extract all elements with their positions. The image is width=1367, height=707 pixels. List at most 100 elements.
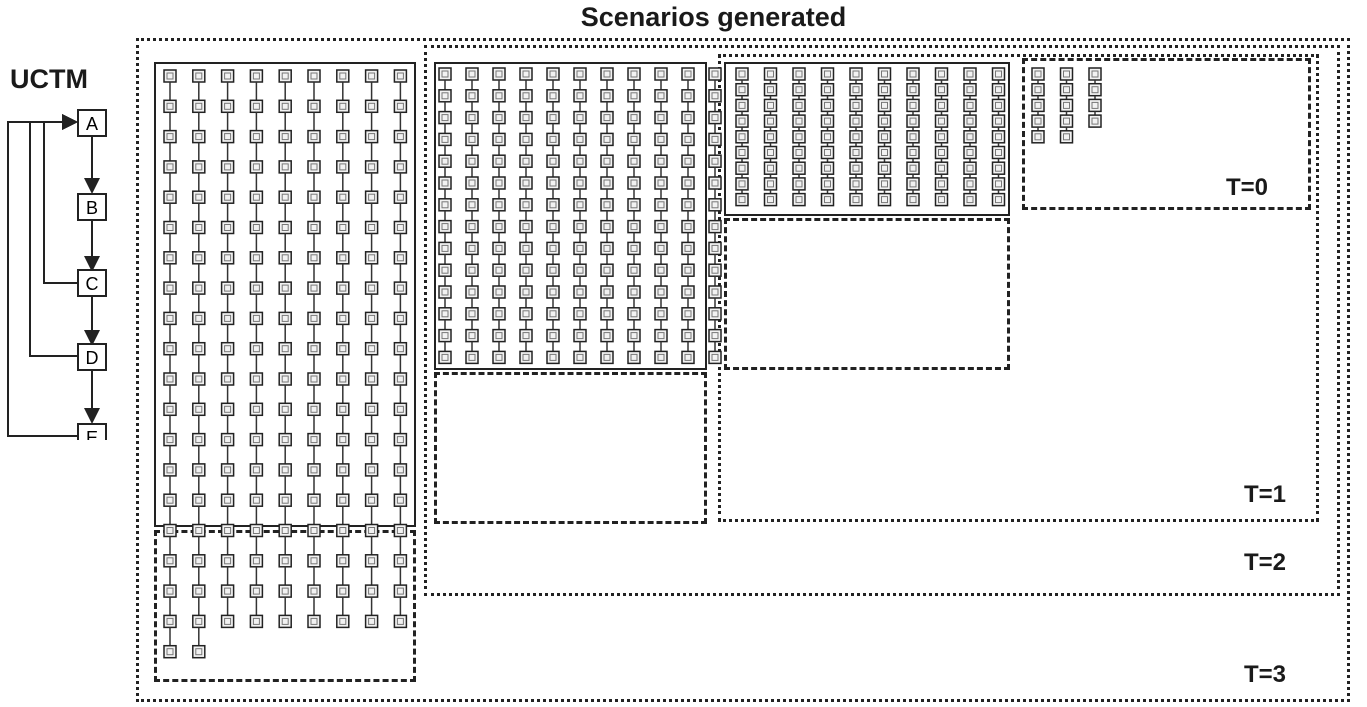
scenario-node-mark — [852, 164, 860, 172]
scenario-node-mark — [195, 375, 203, 383]
scenario-node-mark — [966, 149, 974, 156]
scenario-node — [681, 241, 695, 256]
scenario-node-mark — [938, 196, 945, 204]
scenario-column-T1-7 — [934, 67, 949, 207]
scenario-node-mark — [195, 466, 203, 474]
scenario-node-mark — [522, 92, 530, 100]
scenario-column-T0-1 — [1059, 67, 1074, 144]
scenario-node-mark — [684, 135, 692, 143]
scenario-node — [792, 82, 806, 97]
scenario-node — [1059, 114, 1074, 128]
scenario-node — [792, 177, 806, 191]
scenario-node-mark — [522, 70, 530, 78]
scenario-node — [220, 190, 235, 204]
scenario-node — [735, 98, 749, 113]
scenario-node-mark — [630, 332, 638, 340]
scenario-node-mark — [549, 70, 557, 78]
scenario-node — [681, 285, 695, 299]
scenario-node — [877, 161, 892, 175]
scenario-node — [519, 350, 533, 365]
scenario-node-mark — [368, 193, 376, 201]
scenario-node — [627, 89, 641, 103]
scenario-node-mark — [824, 149, 831, 156]
scenario-column-T2-6 — [600, 67, 614, 365]
scenario-node — [336, 311, 350, 326]
scenario-node-mark — [252, 314, 260, 322]
scenario-node — [573, 328, 587, 343]
scenario-node-mark — [281, 557, 289, 565]
scenario-node — [249, 432, 264, 447]
scenario-node-mark — [909, 101, 917, 109]
scenario-node-mark — [468, 353, 476, 361]
scenario-node — [163, 523, 177, 538]
scenario-node-mark — [630, 244, 638, 252]
scenario-node — [820, 161, 835, 175]
scenario-node — [681, 350, 695, 365]
scenario-node-mark — [603, 70, 611, 78]
scenario-node-mark — [684, 266, 692, 274]
scenario-column-T2-9 — [681, 67, 695, 365]
scenario-node — [220, 614, 235, 629]
scenario-column-T1-0 — [735, 67, 749, 207]
scenario-node-mark — [909, 86, 917, 94]
scenario-node-mark — [795, 133, 803, 141]
scenario-node-mark — [576, 157, 584, 165]
scenario-node-mark — [224, 224, 232, 231]
svg-text:E: E — [86, 428, 98, 440]
scenario-node — [735, 130, 749, 144]
scenario-node — [573, 154, 587, 168]
scenario-node-mark — [468, 135, 476, 143]
scenario-node — [364, 372, 379, 386]
scenario-node-mark — [281, 375, 289, 383]
scenario-node — [708, 219, 722, 234]
scenario-node-mark — [195, 254, 203, 262]
scenario-node — [336, 281, 350, 295]
scenario-node-mark — [966, 117, 974, 125]
scenario-node-mark — [549, 201, 557, 209]
scenario-node — [492, 176, 506, 190]
scenario-node — [163, 69, 177, 83]
scenario-node — [600, 89, 614, 103]
scenario-node — [192, 99, 206, 114]
scenario-node — [546, 241, 560, 256]
scenario-node — [963, 177, 977, 191]
scenario-node-mark — [339, 163, 347, 171]
scenario-node — [573, 176, 587, 190]
scenario-node-mark — [995, 117, 1002, 125]
scenario-node-mark — [396, 345, 404, 353]
scenario-node — [465, 176, 479, 190]
scenario-node-mark — [166, 102, 174, 110]
scenario-node — [906, 145, 920, 160]
scenario-node — [627, 132, 641, 147]
scenario-node-mark — [576, 310, 584, 318]
scenario-node — [336, 463, 350, 477]
scenario-column-T0-2 — [1088, 67, 1102, 128]
scenario-node — [336, 99, 350, 114]
scenario-node — [519, 67, 533, 81]
scenario-node — [220, 129, 235, 144]
scenario-node-mark — [281, 405, 289, 413]
scenario-node — [465, 285, 479, 299]
scenario-node-mark — [852, 149, 860, 156]
scenario-node — [934, 130, 949, 144]
scenario-node-mark — [396, 224, 404, 231]
scenario-node-mark — [852, 180, 860, 188]
scenario-node-mark — [711, 92, 719, 100]
scenario-node — [763, 114, 778, 128]
scenario-node — [934, 114, 949, 128]
scenario-node — [708, 263, 722, 277]
scenario-node-mark — [767, 196, 774, 204]
scenario-node — [546, 328, 560, 343]
scenario-node — [600, 328, 614, 343]
scenario-column-T2-0 — [438, 67, 452, 365]
diagram-title: Scenarios generated — [580, 2, 847, 32]
scenario-node — [681, 154, 695, 168]
scenario-node — [934, 177, 949, 191]
scenario-node-mark — [252, 436, 260, 444]
scenario-node-mark — [1091, 101, 1099, 109]
scenario-node-mark — [881, 70, 888, 78]
scenario-node-mark — [166, 72, 174, 80]
scenario-node — [906, 114, 920, 128]
region-t0 — [1022, 58, 1311, 210]
